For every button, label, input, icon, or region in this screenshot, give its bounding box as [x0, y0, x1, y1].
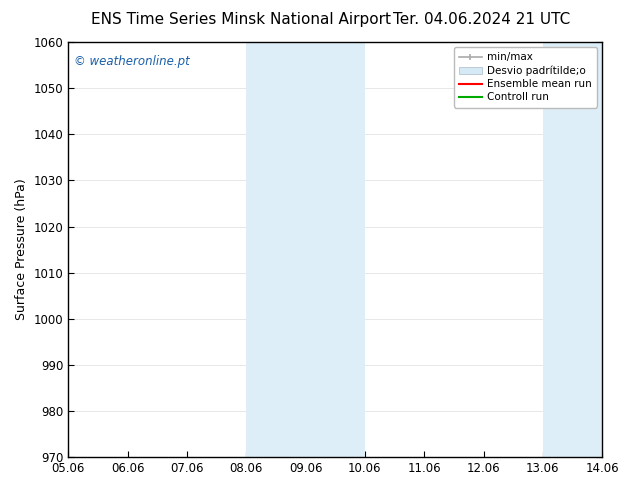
- Text: Ter. 04.06.2024 21 UTC: Ter. 04.06.2024 21 UTC: [393, 12, 571, 27]
- Y-axis label: Surface Pressure (hPa): Surface Pressure (hPa): [15, 179, 28, 320]
- Text: ENS Time Series Minsk National Airport: ENS Time Series Minsk National Airport: [91, 12, 391, 27]
- Legend: min/max, Desvio padrítilde;o, Ensemble mean run, Controll run: min/max, Desvio padrítilde;o, Ensemble m…: [454, 47, 597, 107]
- Text: © weatheronline.pt: © weatheronline.pt: [74, 54, 190, 68]
- Bar: [543, 42, 602, 457]
- Bar: [246, 42, 365, 457]
